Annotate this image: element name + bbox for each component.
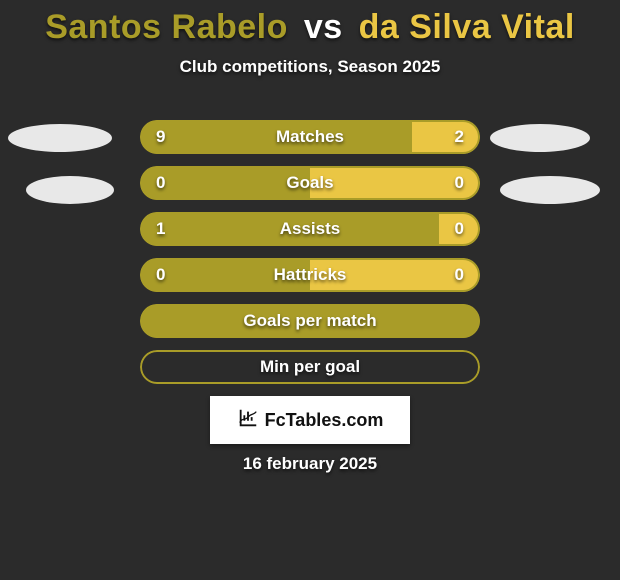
stat-row: Assists1 0 bbox=[140, 212, 480, 246]
stat-row: Matches9 2 bbox=[140, 120, 480, 154]
decorative-ellipse bbox=[26, 176, 114, 204]
stat-label: Assists bbox=[140, 212, 480, 246]
stat-value-left: 0 bbox=[156, 166, 165, 200]
stat-row: Goals per match bbox=[140, 304, 480, 338]
stat-row: Hattricks0 0 bbox=[140, 258, 480, 292]
title-vs: vs bbox=[304, 8, 343, 46]
fctables-badge: FcTables.com bbox=[210, 396, 410, 444]
title-player-left: Santos Rabelo bbox=[45, 8, 288, 46]
subtitle: Club competitions, Season 2025 bbox=[0, 57, 620, 77]
stat-label: Goals per match bbox=[140, 304, 480, 338]
stat-value-right: 0 bbox=[455, 212, 464, 246]
badge-text: FcTables.com bbox=[265, 410, 384, 431]
stat-value-left: 0 bbox=[156, 258, 165, 292]
date-text: 16 february 2025 bbox=[0, 454, 620, 474]
stat-label: Goals bbox=[140, 166, 480, 200]
comparison-chart: Matches92Goals00Assists10Hattricks00Goal… bbox=[140, 120, 480, 396]
stat-label: Hattricks bbox=[140, 258, 480, 292]
stat-label: Matches bbox=[140, 120, 480, 154]
decorative-ellipse bbox=[490, 124, 590, 152]
stat-value-right: 2 bbox=[455, 120, 464, 154]
chart-icon bbox=[237, 407, 259, 434]
decorative-ellipse bbox=[8, 124, 112, 152]
page-title: Santos Rabelo vs da Silva Vital bbox=[0, 0, 620, 47]
stat-row: Min per goal bbox=[140, 350, 480, 384]
stat-value-right: 0 bbox=[455, 166, 464, 200]
decorative-ellipse bbox=[500, 176, 600, 204]
stat-label: Min per goal bbox=[140, 350, 480, 384]
stat-value-left: 9 bbox=[156, 120, 165, 154]
stat-row: Goals0 0 bbox=[140, 166, 480, 200]
stat-value-left: 1 bbox=[156, 212, 165, 246]
title-player-right: da Silva Vital bbox=[359, 8, 575, 46]
stat-value-right: 0 bbox=[455, 258, 464, 292]
